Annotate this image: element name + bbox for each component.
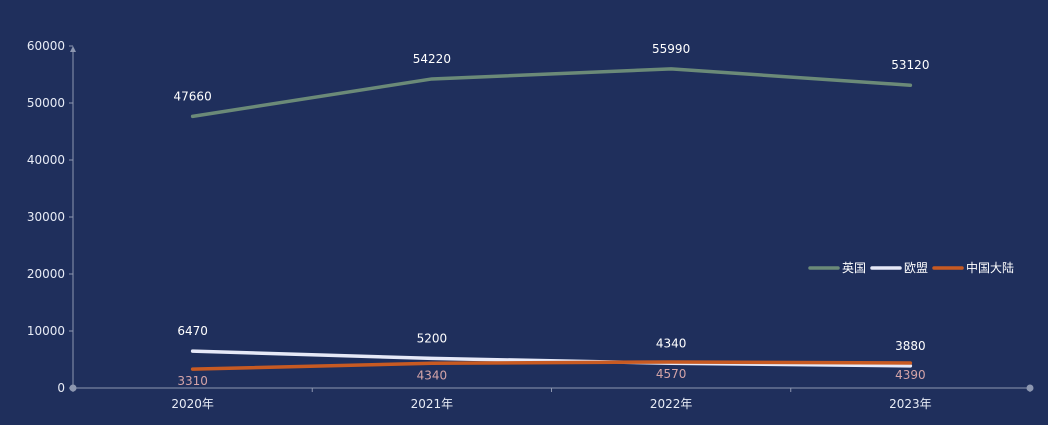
data-label: 4390 — [895, 368, 926, 382]
data-label: 3310 — [177, 374, 208, 388]
y-tick-label: 40000 — [27, 153, 65, 167]
legend-item-1[interactable]: 欧盟 — [870, 261, 928, 275]
legend[interactable]: 英国 欧盟 中国大陆 — [808, 260, 1014, 275]
data-label: 5200 — [417, 331, 448, 345]
data-label: 3880 — [895, 339, 926, 353]
y-tick-label: 30000 — [27, 210, 65, 224]
series-lines — [190, 67, 913, 371]
data-label: 4570 — [656, 367, 687, 381]
data-label: 4340 — [417, 368, 448, 382]
legend-item-0[interactable]: 英国 — [808, 261, 866, 275]
series-line-0[interactable] — [190, 67, 913, 119]
series-line-1[interactable] — [190, 349, 913, 368]
y-axis-ticks: 0 10000 20000 30000 40000 50000 60000 — [27, 39, 73, 395]
series-line-2[interactable] — [190, 360, 913, 371]
legend-item-2[interactable]: 中国大陆 — [932, 260, 1014, 275]
data-label: 53120 — [891, 58, 929, 72]
legend-label: 中国大陆 — [966, 260, 1014, 275]
data-label: 6470 — [177, 324, 208, 338]
legend-label: 英国 — [842, 261, 866, 275]
x-tick-label: 2020年 — [171, 397, 214, 411]
legend-label: 欧盟 — [904, 261, 928, 275]
y-axis-arrow-icon — [70, 46, 76, 52]
x-tick-label: 2022年 — [650, 397, 693, 411]
x-axis-ticks: 2020年 2021年 2022年 2023年 — [72, 388, 1031, 411]
y-tick-label: 60000 — [27, 39, 65, 53]
y-tick-label: 50000 — [27, 96, 65, 110]
y-tick-label: 20000 — [27, 267, 65, 281]
x-tick-label: 2023年 — [889, 397, 932, 411]
axes — [69, 46, 1034, 392]
data-label: 4340 — [656, 336, 687, 350]
y-tick-label: 0 — [57, 381, 65, 395]
data-labels: 47660 54220 55990 53120 6470 5200 4340 3880 3310… — [174, 42, 930, 388]
x-tick-label: 2021年 — [411, 397, 454, 411]
y-tick-label: 10000 — [27, 324, 65, 338]
data-label: 54220 — [413, 52, 451, 66]
data-label: 47660 — [174, 89, 212, 103]
data-label: 55990 — [652, 42, 690, 56]
